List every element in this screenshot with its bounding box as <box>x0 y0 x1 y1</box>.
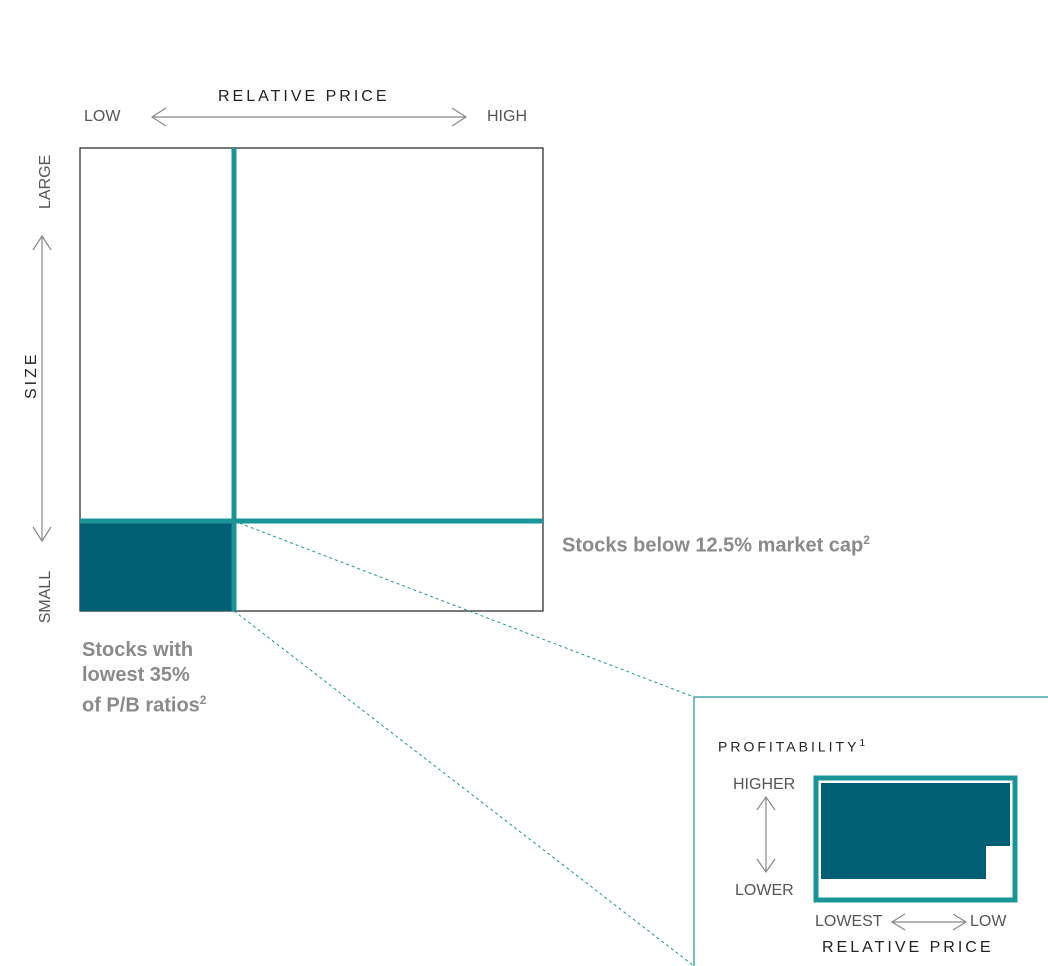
higher-label: HIGHER <box>733 776 796 793</box>
inset-relative-price-label: RELATIVE PRICE <box>822 939 994 956</box>
small-value-cell <box>80 521 234 611</box>
inset-profitability-arrow <box>756 795 776 874</box>
inset-low-label: LOW <box>970 913 1007 930</box>
small-size-label: SMALL <box>37 570 54 624</box>
inset-price-arrow <box>890 913 968 931</box>
size-arrow <box>32 234 52 543</box>
zoom-lines <box>233 520 695 966</box>
profitability-title: PROFITABILITY1 <box>718 738 868 755</box>
high-price-label: HIGH <box>487 108 527 125</box>
relative-price-arrow <box>150 107 468 127</box>
pb-ratio-note: Stocks with lowest 35% of P/B ratios2 <box>82 639 207 717</box>
inset-dark-area <box>821 783 1010 846</box>
main-grid-border <box>79 147 544 612</box>
size-label: SIZE <box>23 351 40 399</box>
relative-price-label: RELATIVE PRICE <box>218 88 390 105</box>
lowest-label: LOWEST <box>815 913 883 930</box>
market-cap-note: Stocks below 12.5% market cap2 <box>562 533 870 557</box>
large-size-label: LARGE <box>37 154 54 209</box>
low-price-label: LOW <box>84 108 121 125</box>
inset-dark-area-lower <box>821 846 986 879</box>
lower-label: LOWER <box>735 882 794 899</box>
inset-frame <box>693 696 1048 966</box>
